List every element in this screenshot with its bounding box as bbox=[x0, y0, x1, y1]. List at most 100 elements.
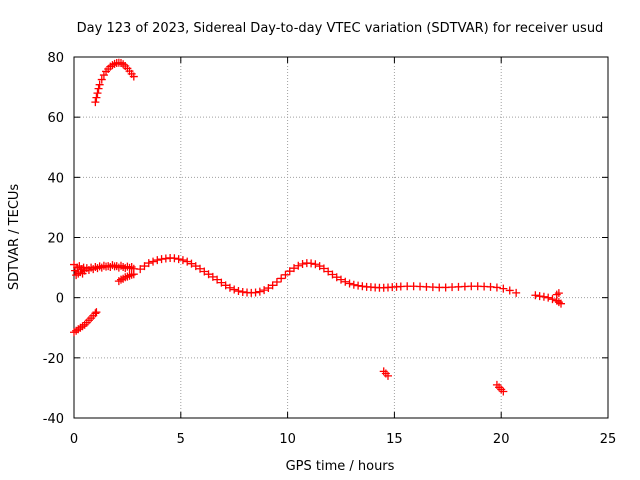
y-axis-title: SDTVAR / TECUs bbox=[7, 184, 22, 291]
data-point bbox=[277, 274, 286, 283]
data-point bbox=[260, 286, 269, 295]
data-point bbox=[285, 267, 294, 276]
data-point bbox=[125, 263, 134, 272]
data-point bbox=[91, 98, 100, 107]
series-main_band bbox=[70, 253, 566, 308]
data-point bbox=[552, 290, 561, 299]
data-point bbox=[383, 371, 392, 380]
data-point bbox=[97, 263, 106, 272]
series-high_arc bbox=[91, 58, 138, 107]
data-point bbox=[341, 277, 350, 286]
series-neg_segment_2 bbox=[492, 380, 508, 396]
data-point bbox=[95, 80, 104, 89]
data-point bbox=[379, 367, 388, 376]
y-tick-label: -20 bbox=[43, 352, 64, 367]
data-point bbox=[94, 84, 103, 93]
data-point bbox=[217, 278, 226, 287]
x-tick-label: 25 bbox=[600, 432, 617, 447]
data-point bbox=[200, 267, 209, 276]
data-point bbox=[149, 257, 158, 266]
data-point bbox=[337, 275, 345, 284]
data-point bbox=[230, 285, 239, 294]
data-point bbox=[268, 281, 277, 290]
data-point bbox=[311, 260, 320, 269]
series-low_start bbox=[70, 308, 101, 337]
data-point bbox=[554, 289, 563, 298]
data-point bbox=[499, 284, 508, 293]
data-points bbox=[70, 58, 566, 396]
data-point bbox=[332, 273, 341, 282]
data-point bbox=[213, 275, 222, 284]
y-tick-label: 60 bbox=[47, 111, 64, 126]
data-point bbox=[225, 283, 234, 292]
data-point bbox=[187, 259, 196, 268]
data-point bbox=[183, 257, 192, 266]
data-point bbox=[512, 288, 521, 297]
data-point bbox=[315, 262, 324, 271]
data-point bbox=[91, 309, 100, 318]
data-point bbox=[345, 279, 354, 288]
data-point bbox=[531, 291, 540, 300]
x-axis-title: GPS time / hours bbox=[286, 459, 395, 474]
data-point bbox=[119, 60, 128, 69]
y-tick-label: 0 bbox=[56, 292, 64, 307]
data-point bbox=[97, 75, 106, 84]
y-tick-label: 40 bbox=[47, 171, 64, 186]
data-point bbox=[99, 71, 108, 80]
data-point bbox=[174, 255, 183, 264]
data-point bbox=[144, 259, 153, 268]
data-point bbox=[153, 256, 162, 265]
data-point bbox=[497, 385, 506, 394]
data-point bbox=[178, 256, 187, 265]
data-point bbox=[492, 283, 501, 292]
data-point bbox=[290, 264, 299, 273]
data-point bbox=[251, 288, 260, 297]
data-point bbox=[255, 287, 264, 296]
data-point bbox=[328, 270, 337, 279]
data-point bbox=[294, 261, 303, 270]
x-tick-label: 20 bbox=[493, 432, 510, 447]
data-point bbox=[92, 93, 101, 102]
x-tick-label: 15 bbox=[386, 432, 403, 447]
data-point bbox=[548, 295, 557, 304]
data-point bbox=[272, 278, 281, 287]
data-point bbox=[307, 259, 316, 268]
data-point bbox=[196, 264, 205, 273]
data-point bbox=[505, 286, 514, 295]
data-point bbox=[264, 284, 273, 293]
x-tick-label: 5 bbox=[177, 432, 185, 447]
data-point bbox=[499, 387, 508, 396]
grid bbox=[74, 57, 608, 418]
data-point bbox=[140, 262, 149, 271]
data-point bbox=[281, 270, 290, 279]
data-point bbox=[93, 89, 102, 98]
data-point bbox=[136, 265, 145, 274]
chart-title: Day 123 of 2023, Sidereal Day-to-day VTE… bbox=[77, 21, 604, 36]
data-point bbox=[544, 293, 553, 302]
x-tick-label: 10 bbox=[279, 432, 296, 447]
data-point bbox=[208, 272, 217, 281]
data-point bbox=[319, 264, 328, 273]
y-tick-label: -40 bbox=[43, 412, 64, 427]
data-point bbox=[170, 254, 179, 263]
data-point bbox=[127, 262, 136, 271]
data-point bbox=[129, 270, 138, 279]
data-point bbox=[324, 267, 333, 276]
plot-frame bbox=[73, 56, 609, 419]
y-tick-label: 20 bbox=[47, 232, 64, 247]
data-point bbox=[298, 259, 307, 268]
data-point bbox=[129, 72, 138, 81]
data-point bbox=[539, 292, 548, 301]
data-point bbox=[191, 262, 200, 271]
y-tick-label: 80 bbox=[47, 51, 64, 66]
axis-ticks: 0 5 10 15 20 25 -40 -20 0 20 40 60 80 bbox=[43, 51, 617, 447]
data-point bbox=[204, 270, 213, 279]
data-point bbox=[221, 281, 230, 290]
data-point bbox=[349, 280, 358, 289]
series-neg_segment_1 bbox=[379, 367, 392, 380]
data-point bbox=[557, 299, 566, 308]
data-point bbox=[92, 308, 101, 317]
x-tick-label: 0 bbox=[70, 432, 78, 447]
data-point bbox=[234, 287, 243, 296]
